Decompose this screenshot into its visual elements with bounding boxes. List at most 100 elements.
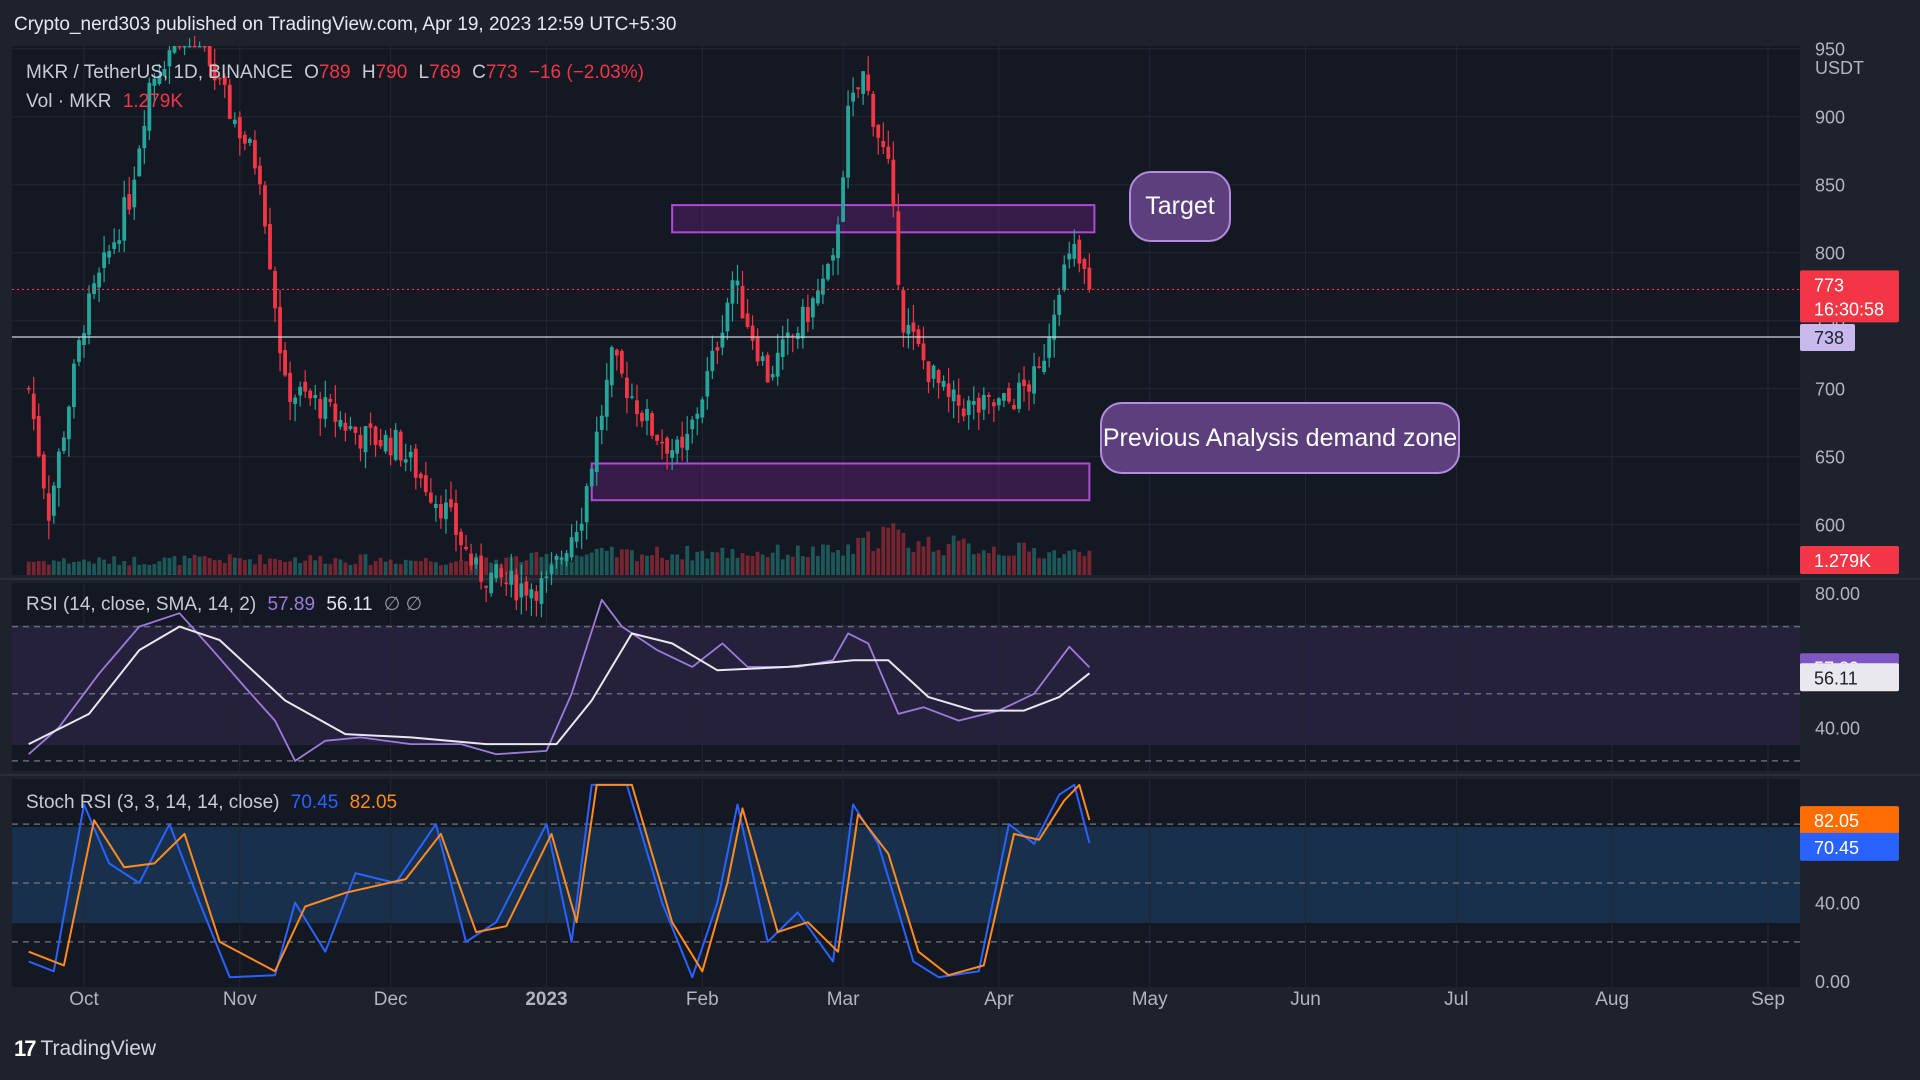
- candle-body: [911, 322, 916, 332]
- currency-label[interactable]: USDT: [1815, 58, 1864, 78]
- candle-body: [293, 397, 298, 404]
- volume-bar: [630, 550, 634, 575]
- footer-brand[interactable]: 17 TradingView: [14, 1036, 156, 1062]
- volume-bar: [986, 553, 991, 575]
- volume-bar: [212, 560, 217, 575]
- volume-bar: [665, 559, 670, 575]
- volume-bar: [303, 560, 308, 575]
- volume-bar: [182, 555, 187, 575]
- candle-body: [936, 369, 941, 384]
- x-tick-label: May: [1132, 989, 1168, 1010]
- volume-bar: [529, 552, 534, 575]
- volume-value: 1.279K: [122, 91, 184, 112]
- volume-bar: [72, 561, 76, 575]
- candle-body: [157, 75, 162, 84]
- candle-body: [247, 138, 252, 143]
- candle-body: [393, 429, 398, 460]
- rsi-extra: ∅ ∅: [383, 594, 423, 615]
- zone-rect[interactable]: [671, 204, 1096, 234]
- candle-body: [946, 383, 951, 397]
- candle-body: [41, 454, 46, 489]
- candle-body: [579, 523, 584, 531]
- candle-body: [966, 400, 971, 415]
- candle-body: [760, 356, 765, 361]
- volume-bar: [816, 555, 820, 575]
- volume-bar: [946, 543, 951, 575]
- target-annotation[interactable]: Target: [1129, 171, 1231, 242]
- volume-bar: [996, 554, 1001, 575]
- volume-bar: [584, 554, 589, 575]
- volume-bar: [454, 561, 458, 575]
- publisher-line: Crypto_nerd303 published on TradingView.…: [14, 14, 677, 35]
- candle-body: [735, 280, 740, 286]
- symbol-label[interactable]: MKR / TetherUS, 1D, BINANCE: [26, 62, 293, 83]
- volume-bar: [393, 563, 398, 575]
- candle-body: [51, 485, 56, 516]
- candle-body: [263, 185, 267, 227]
- candle-body: [318, 398, 323, 419]
- candle-body: [871, 93, 876, 127]
- candle-body: [996, 398, 1001, 406]
- candle-body: [660, 441, 664, 444]
- stoch-lines: [28, 783, 1091, 979]
- volume-bar: [891, 523, 896, 575]
- candle-body: [514, 574, 519, 601]
- candle-body: [594, 431, 599, 473]
- candle-body: [755, 337, 760, 362]
- volume-bar: [142, 564, 147, 575]
- candle-body: [529, 589, 534, 599]
- zone-rect[interactable]: [590, 462, 1091, 502]
- candle-body: [1007, 387, 1011, 402]
- volume-bar: [655, 546, 659, 575]
- volume-bar: [117, 564, 122, 575]
- candle-body: [876, 124, 881, 138]
- rsi-value: 57.89: [267, 594, 316, 615]
- candle-body: [67, 406, 71, 440]
- volume-bar: [735, 557, 740, 575]
- candle-body: [836, 224, 840, 259]
- volume-bar: [1032, 548, 1036, 575]
- rsi-sma-tag-text: 56.11: [1814, 668, 1858, 688]
- volume-bar: [1082, 556, 1087, 575]
- volume-bar: [559, 559, 564, 575]
- price-pane[interactable]: [12, 46, 1800, 575]
- volume-label[interactable]: Vol · MKR: [26, 91, 112, 112]
- candle-body: [368, 423, 373, 428]
- volume-bar: [725, 557, 730, 575]
- candle-body: [1052, 314, 1057, 340]
- y-tick-label: 650: [1815, 448, 1845, 468]
- candle-body: [1022, 379, 1026, 387]
- candle-body: [378, 440, 383, 447]
- rsi-label[interactable]: RSI (14, close, SMA, 14, 2): [26, 594, 257, 615]
- candle-body: [31, 393, 36, 420]
- volume-bar: [660, 557, 664, 575]
- demand-zone-annotation[interactable]: Previous Analysis demand zone: [1100, 402, 1460, 474]
- volume-bar: [524, 560, 529, 575]
- volume-bar: [755, 551, 760, 575]
- candle-body: [56, 451, 61, 488]
- candle-body: [152, 78, 157, 86]
- candle-body: [549, 565, 554, 574]
- volume-bar: [770, 552, 775, 575]
- volume-bar: [418, 561, 423, 575]
- rsi-sma-tag-bg: [1800, 663, 1899, 692]
- volume-bar: [730, 549, 735, 575]
- volume-bar: [273, 558, 277, 575]
- volume-bar: [489, 562, 494, 575]
- volume-bar: [87, 561, 91, 575]
- volume-bar: [449, 562, 453, 575]
- volume-bar: [780, 559, 785, 575]
- volume-bar: [207, 557, 212, 575]
- candle-body: [559, 557, 564, 560]
- candle-body: [72, 363, 76, 408]
- rsi-tick-label: 80.00: [1815, 584, 1860, 604]
- candle-body: [97, 272, 101, 288]
- volume-bar: [56, 561, 61, 575]
- candle-body: [46, 493, 51, 521]
- volume-bar: [670, 554, 675, 575]
- candle-body: [589, 468, 594, 487]
- volume-bar: [740, 553, 745, 575]
- stoch-label[interactable]: Stoch RSI (3, 3, 14, 14, close): [26, 792, 280, 813]
- candle-body: [1037, 366, 1042, 368]
